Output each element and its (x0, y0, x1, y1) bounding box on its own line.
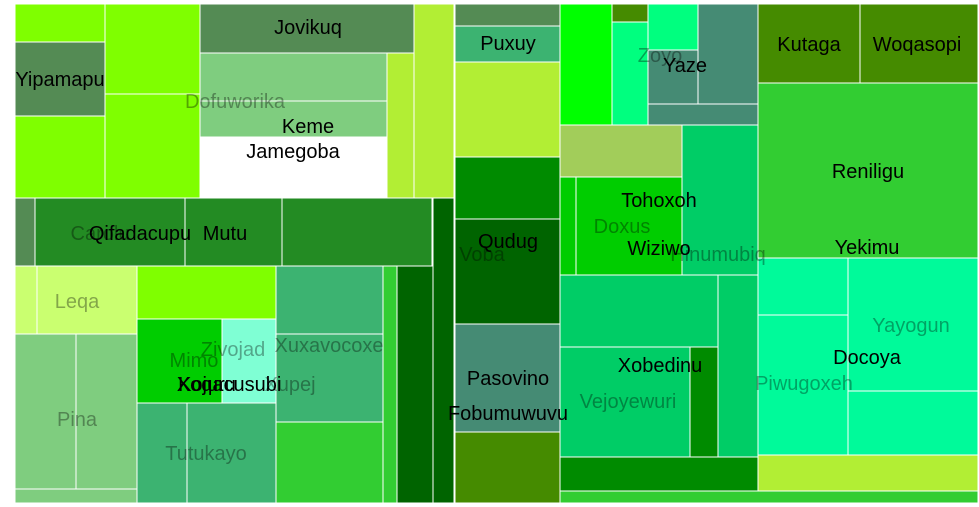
treemap-cell (717, 274, 759, 458)
treemap-label: Tutukayo (165, 443, 247, 465)
treemap-label: Carolu (71, 223, 130, 245)
treemap-label: Zoyo (638, 45, 682, 67)
treemap-label: Kojuru (178, 374, 236, 396)
treemap-cell (559, 124, 683, 178)
treemap-cell (75, 333, 138, 490)
treemap-cell (34, 197, 186, 267)
treemap-label: Hinumubiq (670, 244, 766, 266)
treemap-cell (186, 402, 277, 504)
treemap-cell (689, 346, 719, 458)
treemap-cell (14, 333, 77, 490)
treemap-label: Voba (459, 244, 505, 266)
treemap-labels: Yipamapu Jovikuq Dofuworika Keme Jamegoba Car… (15, 17, 961, 465)
treemap-label: Leqa (55, 291, 100, 313)
treemap-cell (281, 197, 433, 267)
treemap-cell (14, 41, 106, 117)
treemap-cell (104, 3, 201, 95)
treemap-cell (432, 197, 455, 504)
treemap-label: Keme (282, 116, 334, 138)
treemap-cell (647, 3, 699, 51)
treemap-cell (14, 115, 106, 199)
treemap-label: Puxuy (480, 33, 536, 55)
treemap-cell (14, 265, 38, 335)
treemap-cell (454, 431, 561, 504)
treemap-cell (559, 274, 719, 348)
treemap-cell (454, 156, 561, 220)
treemap-label: Docoya (833, 347, 902, 369)
treemap-label: Yipamapu (15, 69, 104, 91)
treemap-cells (14, 3, 979, 504)
treemap-label: Yaze (663, 55, 707, 77)
treemap-label: Dofuworika (185, 91, 286, 113)
treemap-cell (454, 61, 561, 158)
treemap-label: Qifadacupu (89, 223, 191, 245)
treemap-cell (611, 21, 649, 126)
treemap-cell (757, 257, 849, 316)
treemap-cell (454, 25, 561, 63)
treemap-label: Xuxavocoxe (275, 335, 384, 357)
treemap-label: Fobumuwuvu (448, 403, 568, 425)
treemap-label: Reniligu (832, 161, 904, 183)
treemap-label: Woqasopi (873, 34, 962, 56)
treemap-label: Tohoxoh (621, 190, 697, 212)
treemap-cell (386, 52, 415, 200)
treemap-cell (647, 49, 699, 105)
treemap-cell (611, 3, 649, 23)
treemap-label: Pina (57, 409, 98, 431)
treemap-cell (36, 265, 138, 335)
treemap-label: Qudug (478, 231, 538, 253)
treemap-cell (559, 176, 577, 276)
treemap-cell (14, 3, 106, 43)
treemap-label: Xoqacusubi (177, 374, 282, 396)
treemap-cell (575, 176, 683, 276)
treemap-label: Xobedinu (618, 355, 703, 377)
treemap-cell (104, 93, 201, 199)
treemap-cell (199, 3, 415, 54)
treemap-label: Pasovino (467, 368, 549, 390)
treemap-cell (184, 197, 283, 267)
treemap-cell (199, 52, 388, 102)
treemap-cell (14, 488, 138, 504)
treemap-label: Vejoyewuri (580, 391, 677, 413)
treemap-cell (14, 197, 36, 267)
treemap-label: Xupej (264, 374, 315, 396)
treemap-cell (757, 82, 979, 259)
treemap-label: Zivojad (201, 339, 265, 361)
treemap-label: Doxus (594, 216, 651, 238)
treemap-cell (413, 3, 455, 200)
treemap-cell (382, 265, 398, 504)
treemap-cell (396, 265, 434, 504)
treemap-cell (275, 265, 384, 335)
treemap-cell (559, 490, 979, 504)
treemap-label: Jovikuq (274, 17, 342, 39)
treemap-cell (647, 103, 759, 126)
treemap-cell (859, 3, 979, 84)
treemap-label: Mimo (170, 350, 219, 372)
treemap-cell (136, 265, 277, 320)
treemap-label: Jamegoba (246, 141, 340, 163)
treemap-label: Kutaga (777, 34, 841, 56)
treemap-label: Yayogun (872, 315, 949, 337)
treemap-cell (757, 3, 861, 84)
treemap-cell (136, 402, 188, 504)
treemap-cell (697, 3, 759, 105)
treemap-cell (559, 456, 759, 492)
treemap-cell (199, 100, 388, 138)
treemap-cell (847, 390, 979, 456)
treemap-label: Yekimu (835, 237, 900, 259)
treemap-label: Piwugoxeh (755, 373, 853, 395)
treemap-cell (454, 3, 561, 27)
treemap-cell (559, 3, 613, 126)
treemap-label: Mutu (203, 223, 247, 245)
treemap-cell (136, 318, 223, 404)
treemap-label: Wiziwo (627, 238, 690, 260)
treemap-cell (757, 454, 979, 492)
treemap-cell (275, 421, 384, 504)
treemap-cell (275, 333, 384, 423)
treemap-cell (757, 314, 849, 456)
